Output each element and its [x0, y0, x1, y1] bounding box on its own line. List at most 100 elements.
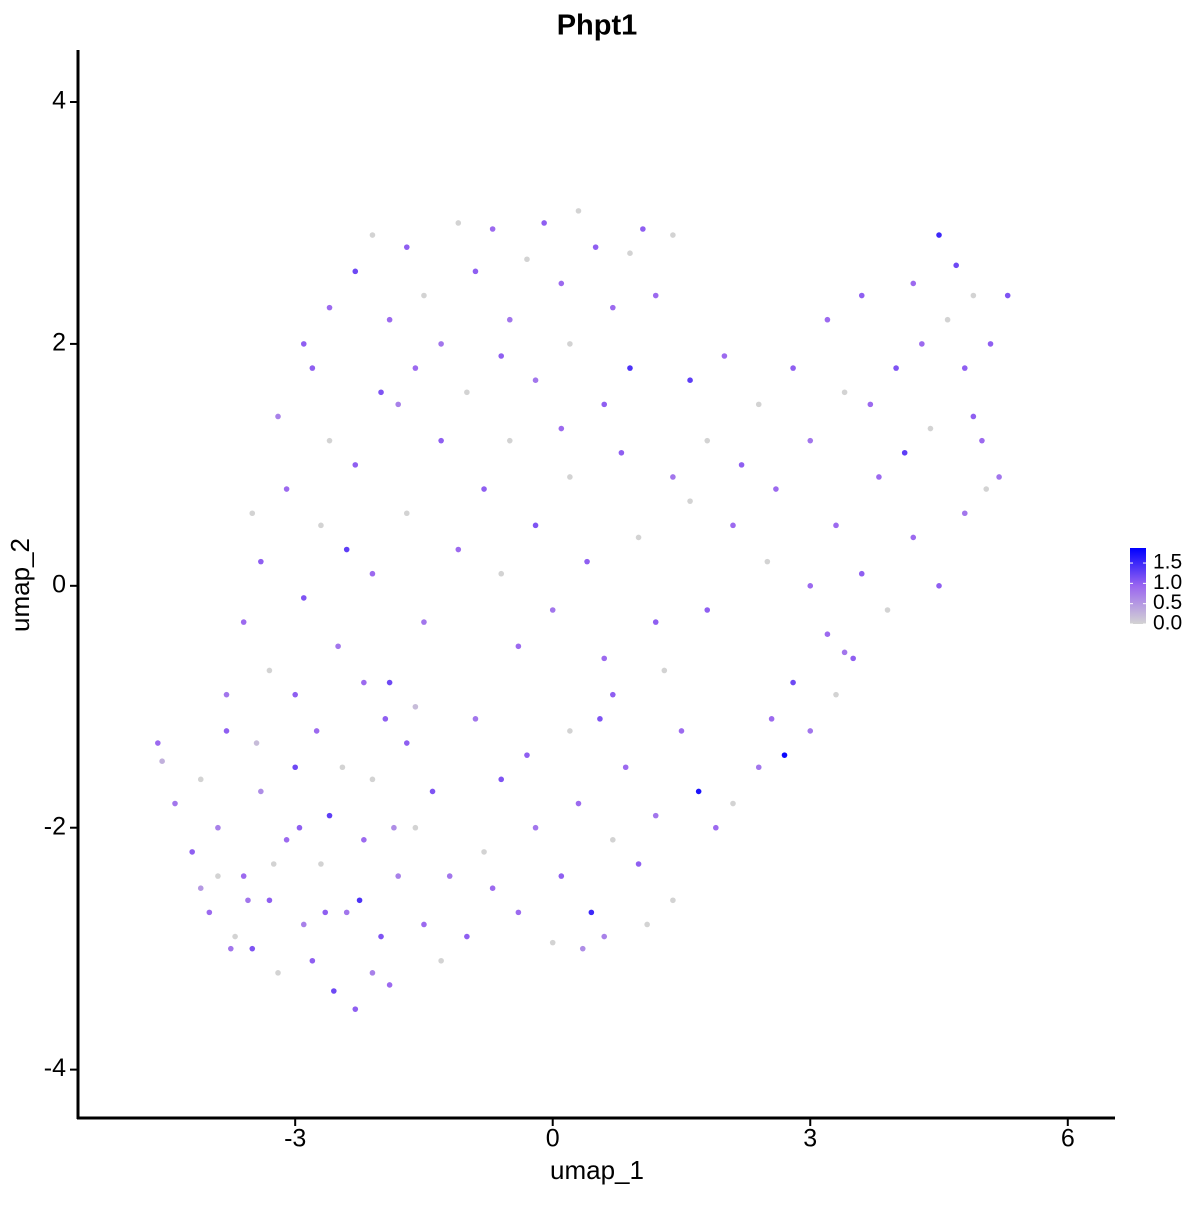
- point: [498, 353, 505, 359]
- point: [343, 909, 350, 916]
- point: [386, 982, 393, 988]
- point: [403, 244, 410, 250]
- point: [331, 988, 337, 994]
- point: [356, 897, 363, 904]
- point: [438, 957, 444, 964]
- point: [713, 824, 719, 831]
- point: [558, 425, 565, 432]
- point: [541, 220, 547, 226]
- point: [833, 691, 839, 698]
- point: [670, 474, 676, 480]
- point: [369, 570, 376, 577]
- point: [369, 970, 376, 976]
- point: [455, 220, 462, 226]
- point: [403, 510, 410, 517]
- point: [807, 583, 814, 589]
- point: [189, 849, 195, 855]
- point: [567, 341, 573, 347]
- point: [313, 728, 320, 734]
- point: [704, 437, 711, 444]
- point: [652, 292, 659, 299]
- point: [245, 897, 251, 904]
- point: [532, 824, 539, 831]
- point: [961, 510, 968, 517]
- point: [506, 437, 513, 444]
- point: [464, 389, 470, 396]
- point: [833, 522, 839, 529]
- point: [730, 522, 736, 529]
- points: [155, 208, 1011, 1012]
- point: [515, 909, 522, 916]
- point: [232, 933, 238, 940]
- point: [627, 365, 633, 371]
- point: [352, 1006, 359, 1012]
- point: [970, 413, 977, 420]
- point: [326, 437, 333, 444]
- point: [412, 824, 419, 831]
- point: [687, 377, 693, 383]
- color-tick-label: 0.0: [1153, 612, 1182, 635]
- point: [258, 788, 264, 795]
- point: [172, 800, 178, 807]
- point: [215, 824, 221, 831]
- point: [197, 885, 204, 891]
- point: [610, 691, 616, 698]
- point: [412, 703, 419, 710]
- point: [455, 546, 462, 553]
- y-tick-label: 0: [52, 570, 66, 598]
- point: [858, 570, 865, 577]
- point: [567, 728, 573, 734]
- chart-title: Phpt1: [557, 10, 638, 42]
- point: [970, 292, 977, 299]
- point: [695, 788, 702, 795]
- point: [768, 716, 775, 722]
- point: [318, 522, 324, 529]
- point: [464, 933, 470, 940]
- point: [223, 728, 230, 734]
- point: [326, 304, 333, 311]
- point: [159, 758, 165, 764]
- point: [884, 607, 891, 613]
- point: [644, 921, 650, 928]
- point: [283, 837, 290, 843]
- y-axis-label: umap_2: [5, 538, 35, 632]
- point: [472, 268, 479, 275]
- point: [944, 316, 951, 323]
- point: [361, 679, 367, 686]
- point: [438, 437, 444, 444]
- point: [421, 292, 427, 299]
- point: [738, 462, 745, 468]
- point: [309, 957, 316, 964]
- point: [961, 365, 968, 371]
- point: [270, 861, 277, 867]
- point: [249, 510, 256, 517]
- point: [687, 498, 693, 504]
- point: [1004, 292, 1011, 299]
- point: [919, 341, 925, 347]
- point: [610, 304, 616, 311]
- point: [532, 522, 539, 529]
- point: [584, 558, 590, 565]
- point: [532, 377, 539, 383]
- point: [987, 341, 994, 347]
- point: [378, 389, 384, 396]
- point: [601, 655, 608, 662]
- point: [841, 649, 848, 656]
- point: [824, 316, 831, 323]
- point: [369, 232, 376, 238]
- point: [253, 740, 260, 746]
- point: [258, 558, 264, 565]
- point: [395, 873, 401, 879]
- point: [781, 752, 788, 758]
- y-tick-label: -2: [44, 812, 66, 840]
- point: [228, 945, 234, 952]
- point: [850, 655, 856, 662]
- point: [858, 292, 865, 299]
- x-tick-label: 0: [546, 1125, 560, 1153]
- point: [438, 341, 444, 347]
- point: [421, 619, 427, 625]
- point: [326, 812, 333, 819]
- point: [575, 800, 582, 807]
- point: [807, 728, 814, 734]
